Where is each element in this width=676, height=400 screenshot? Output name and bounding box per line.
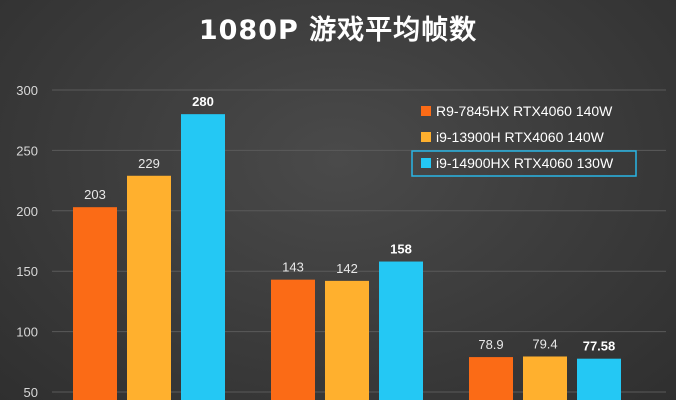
bar [325,280,369,400]
data-label: 77.58 [583,339,616,354]
data-label: 203 [84,187,106,202]
y-tick-label: 250 [16,143,38,158]
data-label: 143 [282,260,304,275]
legend-highlight-box [411,150,637,177]
bar [181,114,225,400]
y-tick-label: 50 [24,385,38,400]
chart-title: 1080P 游戏平均帧数 [198,15,478,46]
y-tick-label: 100 [16,325,38,340]
y-tick-label: 200 [16,204,38,219]
legend-label: R9-7845HX RTX4060 140W [436,103,613,119]
data-label: 229 [138,156,160,171]
data-label: 142 [336,261,358,276]
bar [469,357,513,400]
data-label: 158 [390,242,412,257]
bar [127,175,171,400]
data-label: 79.4 [532,336,557,351]
y-tick-label: 150 [16,264,38,279]
legend-swatch [421,106,431,116]
bar [523,356,567,400]
bar [379,261,423,400]
bar [73,207,117,400]
legend-label: i9-14900HX RTX4060 130W [436,155,614,171]
data-label: 78.9 [478,337,503,352]
legend-label: i9-13900H RTX4060 140W [436,129,605,145]
data-label: 280 [192,94,214,109]
legend-swatch [421,158,431,168]
y-tick-label: 300 [16,83,38,98]
bar [577,358,621,400]
legend-swatch [421,132,431,142]
bar [271,279,315,400]
